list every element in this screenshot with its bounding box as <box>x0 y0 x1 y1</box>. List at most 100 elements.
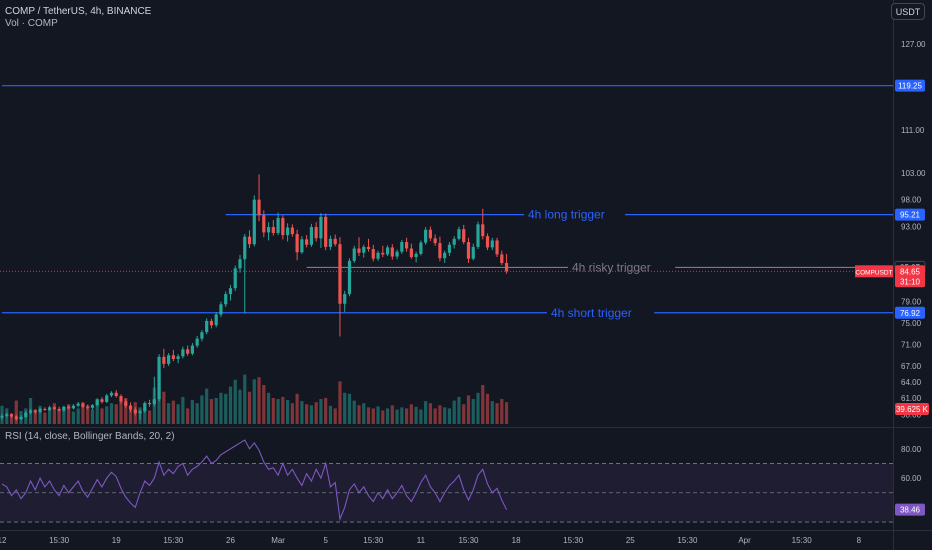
candle-body <box>447 244 452 253</box>
volume-bar <box>233 379 237 424</box>
volume-bar <box>447 408 452 424</box>
candle-body <box>252 199 256 245</box>
candle-body <box>390 247 394 257</box>
candle-body <box>124 401 128 406</box>
volume-bar <box>490 401 494 424</box>
volume-bar <box>181 396 185 424</box>
volume-bar <box>347 393 352 424</box>
volume-bar <box>438 405 442 424</box>
level-label: 4h long trigger <box>528 208 605 222</box>
time-axis-tick: 26 <box>226 536 235 545</box>
level-price-tag-text: 95.21 <box>900 211 921 220</box>
time-axis-tick: Mar <box>271 536 285 545</box>
candle-body <box>224 294 228 305</box>
candle-body <box>343 294 347 304</box>
candle-body <box>81 403 85 407</box>
volume-bar <box>14 400 18 424</box>
candle-body <box>114 392 118 397</box>
candle-body <box>209 320 214 326</box>
candle-body <box>471 246 475 259</box>
level-label-bg <box>568 260 676 272</box>
volume-bar <box>290 403 294 424</box>
volume-bar <box>43 412 47 424</box>
candle-body <box>419 242 423 254</box>
candle-body <box>443 252 447 259</box>
candle-body <box>38 408 42 413</box>
volume-bar <box>500 399 504 424</box>
candle-body <box>400 242 404 252</box>
volume-bar <box>471 399 475 424</box>
candle-body <box>48 407 52 410</box>
rsi-indicator-label: RSI (14, close, Bollinger Bands, 20, 2) <box>5 431 175 442</box>
volume-bar <box>86 405 90 424</box>
volume-bar <box>281 396 285 424</box>
volume-bar <box>443 407 447 424</box>
candle-body <box>186 349 190 354</box>
volume-bar <box>119 401 123 424</box>
volume-bar <box>271 398 275 424</box>
volume-bar <box>95 400 99 424</box>
candle-body <box>171 355 175 360</box>
candle-body <box>219 304 223 315</box>
candle-body <box>357 248 361 253</box>
volume-bar <box>309 405 313 424</box>
candle-body <box>247 236 252 245</box>
candle-body <box>319 216 323 239</box>
volume-bar <box>247 391 252 424</box>
symbol-tag-text: COMPUSDT <box>855 269 892 276</box>
volume-value-tag <box>895 403 929 415</box>
candle-body <box>271 227 275 233</box>
volume-bar <box>114 404 118 424</box>
volume-bar <box>48 408 52 424</box>
candle-body <box>314 227 318 239</box>
volume-bar <box>147 410 152 424</box>
rsi-value-text: 38.46 <box>900 506 921 515</box>
volume-bar <box>266 392 271 424</box>
time-axis-tick: 15:30 <box>458 536 479 545</box>
volume-bar <box>57 410 61 424</box>
price-axis-tick: 75.00 <box>901 319 922 328</box>
candle-body <box>347 260 352 295</box>
candle-body <box>262 215 266 233</box>
volume-bar <box>243 374 247 424</box>
candle-body <box>286 227 290 236</box>
candle-body <box>233 268 237 289</box>
level-price-tag <box>895 79 925 92</box>
level-price-tag-text: 119.25 <box>898 82 922 91</box>
volume-bar <box>200 395 204 424</box>
candle-body <box>309 227 313 245</box>
volume-bar <box>409 404 413 424</box>
volume-bar <box>105 406 109 424</box>
level-label-bg <box>547 305 655 317</box>
volume-bar <box>67 404 71 424</box>
volume-bar <box>9 413 14 424</box>
volume-bar <box>238 389 242 424</box>
volume-bar <box>419 409 423 424</box>
price-axis-tick: 61.00 <box>901 394 922 403</box>
candle-body <box>0 415 4 418</box>
price-axis-tick: 93.00 <box>901 223 922 232</box>
symbol-title: COMP / TetherUS, 4h, BINANCE <box>5 6 152 17</box>
candle-body <box>181 349 185 357</box>
candle-body <box>371 249 375 259</box>
time-axis-tick: 15:30 <box>363 536 384 545</box>
candle-body <box>362 246 366 253</box>
candle-body <box>19 416 23 420</box>
candle-body <box>228 288 233 295</box>
candle-body <box>67 406 71 409</box>
rsi-value-tag <box>895 503 925 516</box>
candle-body <box>328 238 333 247</box>
candle-body <box>485 236 490 248</box>
time-axis-tick: 18 <box>512 536 521 545</box>
candle-body <box>438 243 442 259</box>
currency-button[interactable]: USDT <box>891 3 925 20</box>
volume-bar <box>162 391 166 424</box>
volume-bar <box>385 408 390 424</box>
candle-body <box>162 356 166 364</box>
last-price-value: 84.65 <box>900 267 921 276</box>
candle-body <box>428 229 432 239</box>
candle-body <box>324 216 328 247</box>
volume-bar <box>276 399 280 424</box>
volume-bar <box>195 403 199 424</box>
